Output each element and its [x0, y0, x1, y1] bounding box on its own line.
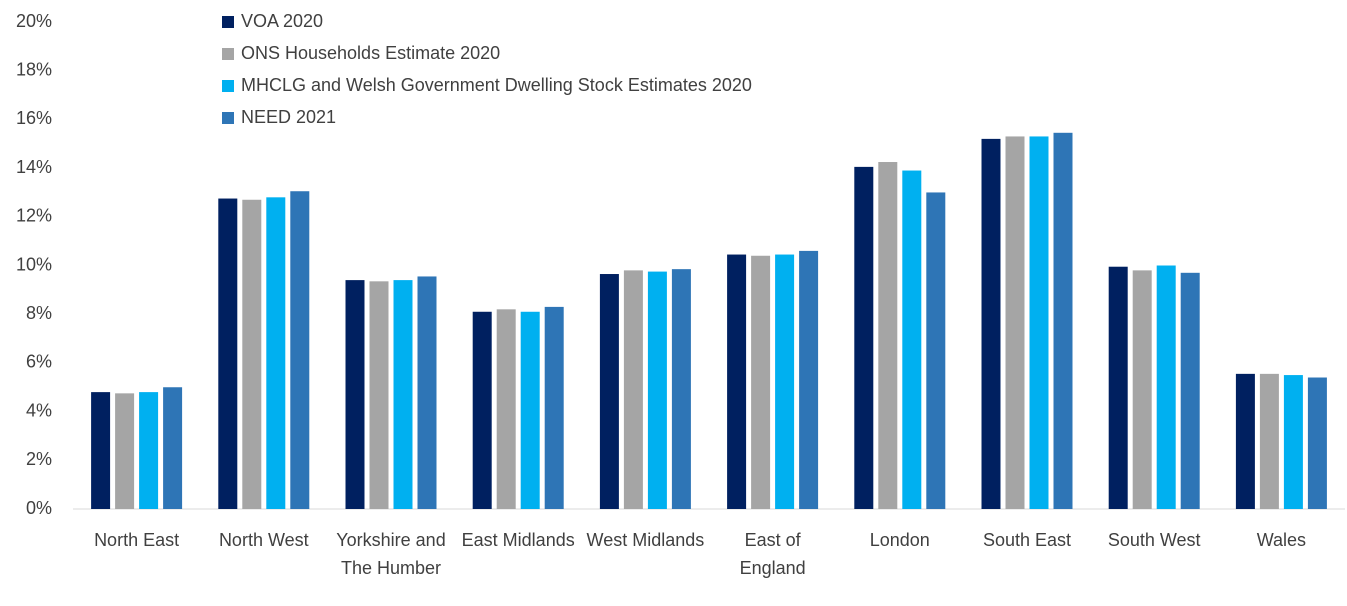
x-tick-label: Wales	[1256, 530, 1307, 550]
bar	[1053, 132, 1073, 510]
y-tick-label: 4%	[26, 400, 52, 420]
y-tick-label: 10%	[16, 254, 52, 274]
y-tick-label: 12%	[16, 206, 52, 226]
x-tick-label: North East	[94, 530, 180, 550]
legend-label: ONS Households Estimate 2020	[241, 43, 500, 63]
bar	[266, 197, 286, 509]
legend-label: MHCLG and Welsh Government Dwelling Stoc…	[241, 75, 752, 95]
bar	[671, 269, 691, 509]
y-tick-label: 0%	[26, 498, 52, 518]
legend-label: NEED 2021	[241, 107, 336, 127]
bar	[472, 311, 492, 509]
x-tick-label: North West	[218, 530, 309, 550]
legend-swatch	[222, 48, 234, 60]
bar	[91, 392, 111, 509]
bar	[647, 271, 667, 509]
bar	[981, 138, 1001, 509]
x-tick-label: East of England	[739, 530, 806, 578]
bar	[1259, 373, 1279, 509]
x-tick-label: West Midlands	[586, 530, 705, 550]
bar	[775, 254, 795, 509]
x-tick-label: Yorkshire and The Humber	[336, 530, 446, 578]
y-tick-label: 20%	[16, 11, 52, 31]
bar	[1005, 136, 1025, 509]
bar	[345, 280, 365, 509]
bar	[369, 281, 389, 509]
bar	[854, 166, 874, 509]
bar	[139, 392, 159, 509]
bar	[115, 393, 135, 509]
bar	[1132, 270, 1152, 509]
y-tick-label: 14%	[16, 157, 52, 177]
bar	[902, 170, 922, 509]
bar	[1283, 375, 1303, 509]
bar	[393, 280, 413, 509]
bar	[799, 250, 819, 509]
bar	[544, 306, 564, 509]
bar	[218, 198, 238, 509]
bar	[751, 255, 771, 509]
bar	[163, 387, 183, 509]
x-tick-label: London	[869, 530, 930, 550]
bar	[623, 270, 643, 509]
bar	[417, 276, 437, 509]
legend-swatch	[222, 16, 234, 28]
bar	[1156, 265, 1176, 509]
y-tick-label: 18%	[16, 59, 52, 79]
bar	[599, 274, 619, 509]
bar	[1307, 377, 1327, 509]
bar	[242, 199, 262, 509]
y-tick-label: 2%	[26, 449, 52, 469]
x-tick-label: East Midlands	[461, 530, 575, 550]
bar	[1108, 266, 1128, 509]
x-tick-label: South East	[982, 530, 1072, 550]
bar	[520, 311, 540, 509]
bar	[1180, 272, 1200, 509]
legend-label: VOA 2020	[241, 11, 323, 31]
legend-swatch	[222, 80, 234, 92]
bar	[1029, 136, 1049, 509]
bar	[727, 254, 747, 509]
y-tick-label: 16%	[16, 108, 52, 128]
bar	[1235, 373, 1255, 509]
bar	[496, 309, 516, 509]
y-tick-label: 8%	[26, 303, 52, 323]
y-tick-label: 6%	[26, 352, 52, 372]
bar	[290, 191, 310, 510]
bar	[878, 162, 898, 509]
x-tick-label: South West	[1107, 530, 1201, 550]
legend-swatch	[222, 112, 234, 124]
bar	[926, 192, 946, 509]
